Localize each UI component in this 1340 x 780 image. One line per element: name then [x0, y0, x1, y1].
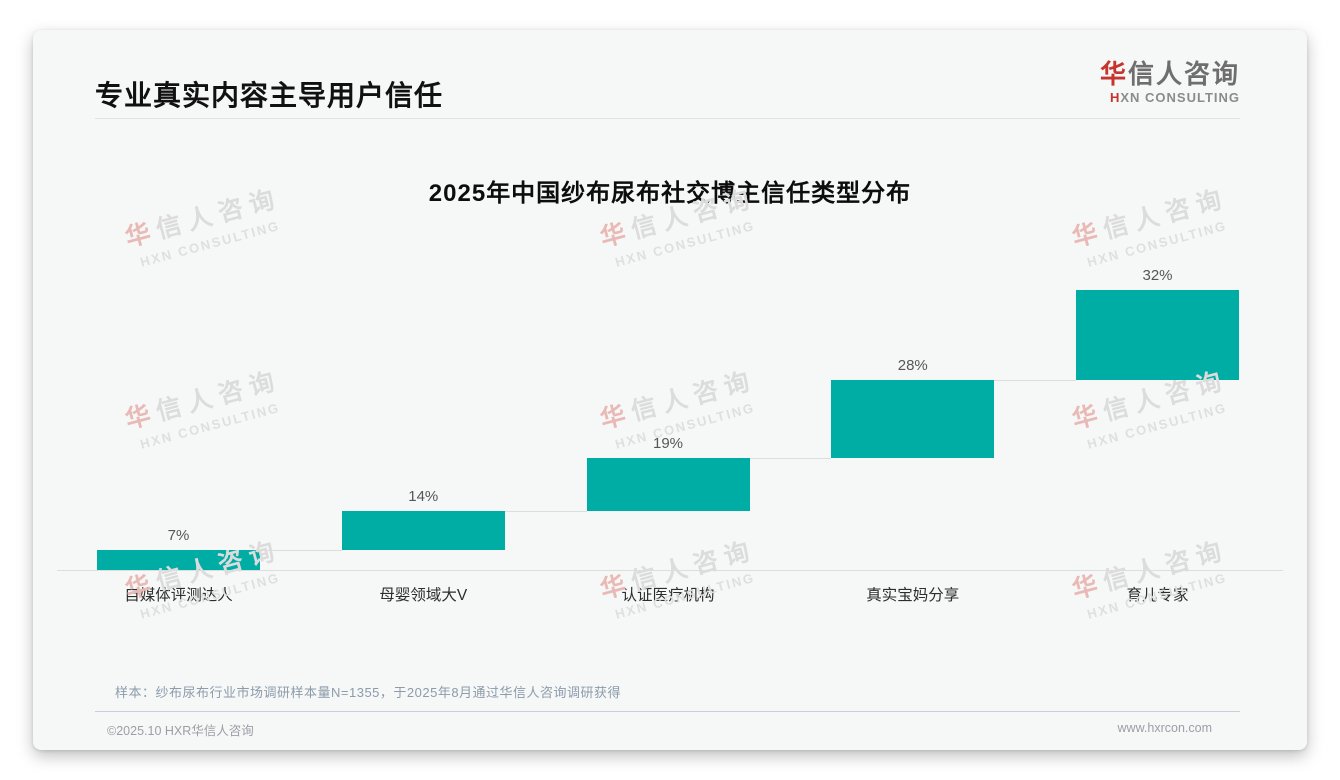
footer-copyright: ©2025.10 HXR华信人咨询	[107, 724, 254, 738]
footer-website: www.hxrcon.com	[1117, 721, 1212, 735]
sample-footnote: 样本：纱布尿布行业市场调研样本量N=1355，于2025年8月通过华信人咨询调研…	[115, 685, 622, 700]
waterfall-connector	[994, 379, 1076, 381]
chart-bar	[831, 379, 995, 458]
header-divider	[95, 118, 1240, 119]
bar-value-label: 7%	[167, 527, 190, 545]
bar-value-label: 19%	[652, 435, 684, 452]
x-axis-line	[57, 570, 1283, 571]
chart-bar	[1076, 290, 1239, 380]
watermark: 华信人咨询 HXN CONSULTING	[122, 366, 285, 452]
chart-bar	[341, 511, 505, 551]
watermark: 华信人咨询 HXN CONSULTING	[1069, 184, 1232, 270]
category-label: 自媒体评测达人	[124, 587, 233, 604]
company-logo: 华信人咨询 HXN CONSULTING	[1100, 60, 1240, 105]
category-label: 真实宝妈分享	[866, 587, 960, 604]
watermark: 华信人咨询 HXN CONSULTING	[597, 184, 760, 270]
chart-title: 2025年中国纱布尿布社交博主信任类型分布	[428, 180, 912, 207]
slide-card: 专业真实内容主导用户信任 华信人咨询 HXN CONSULTING 2025年中…	[33, 30, 1307, 750]
waterfall-connector	[749, 458, 832, 459]
chart-area: 7% 自媒体评测达人 14% 母婴领域大V 19% 认证医疗机构 28% 真实宝妈分享 32% 育…	[33, 30, 1307, 750]
waterfall-connector	[504, 511, 587, 513]
category-label: 认证医疗机构	[621, 587, 715, 604]
category-label: 育儿专家	[1126, 587, 1189, 604]
watermark: 华信人咨询 HXN CONSULTING	[122, 184, 285, 270]
logo-zh-text: 华信人咨询	[1099, 59, 1240, 89]
category-label: 母婴领域大V	[379, 587, 468, 604]
waterfall-connector	[260, 550, 342, 552]
logo-en-text: HXN CONSULTING	[1109, 89, 1240, 105]
watermark: 华信人咨询 HXN CONSULTING	[597, 536, 760, 622]
watermark: 华信人咨询 HXN CONSULTING	[1069, 536, 1232, 622]
chart-bar	[586, 458, 750, 512]
chart-bar	[97, 550, 260, 570]
bar-value-label: 14%	[408, 488, 439, 506]
bar-value-label: 28%	[897, 356, 928, 374]
page-title: 专业真实内容主导用户信任	[95, 80, 444, 111]
footer-divider	[95, 711, 1240, 712]
bar-value-label: 32%	[1142, 267, 1173, 284]
